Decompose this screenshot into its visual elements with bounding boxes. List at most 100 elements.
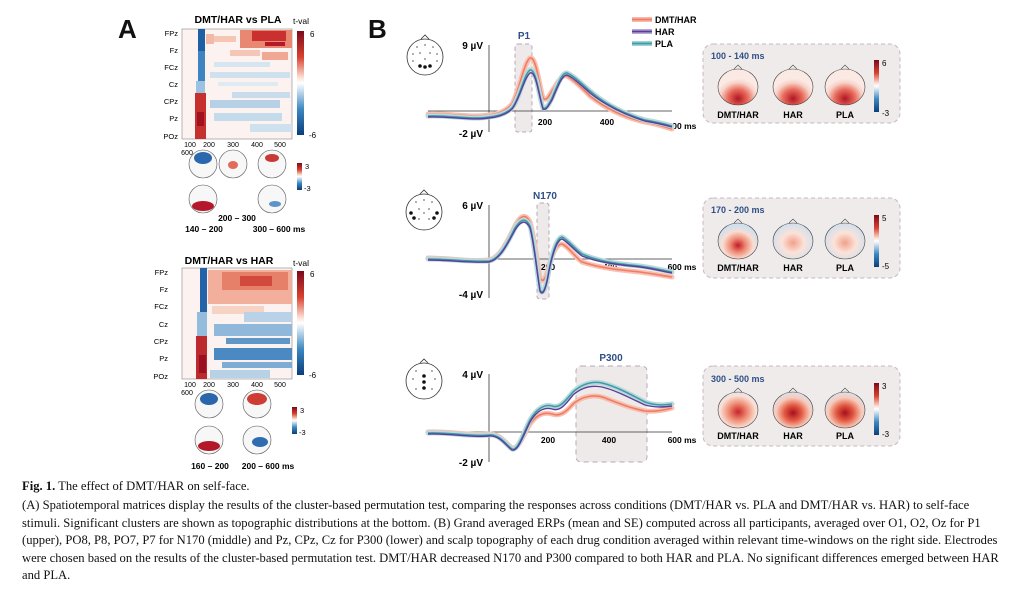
panel-b-letter: B (368, 14, 387, 44)
figure-caption: Fig. 1. The effect of DMT/HAR on self-fa… (22, 478, 1007, 584)
x-tick: 400 (602, 435, 616, 445)
matrix2-x-ticks: 100 200 300 400 500 600 (181, 382, 286, 397)
topo-head (188, 149, 218, 179)
p300-component-label: P300 (599, 353, 623, 364)
topo-label: PLA (836, 110, 855, 120)
x-tick: 200 (541, 435, 555, 445)
row-label: FPz (165, 29, 179, 38)
legend-item: DMT/HAR (655, 15, 697, 25)
topo-head (242, 425, 272, 455)
matrix-dmthar-vs-har: DMT/HAR vs HAR t-val FPz Fz FCz Cz CPz P… (153, 255, 316, 397)
erp3-ymin: -2 µV (459, 458, 483, 469)
panel-a-letter: A (118, 14, 137, 44)
matrix1-topo-colorbar (297, 163, 302, 190)
row-label: FCz (154, 302, 168, 311)
x-tick: 200 (203, 142, 215, 149)
matrix1-cbar-max: 6 (310, 30, 315, 39)
topo-head (717, 218, 759, 260)
topo-cbar-min: -3 (882, 430, 890, 439)
erp-plot-p1: P1 9 µV -2 µV 200 400 600 ms (425, 31, 697, 140)
legend-item: HAR (655, 27, 675, 37)
x-tick: 400 (600, 117, 614, 127)
topo-cbar-min: -3 (882, 109, 890, 118)
row-label: POz (153, 372, 168, 381)
time-window-label: 200 – 600 ms (242, 461, 295, 471)
row-label: POz (163, 132, 178, 141)
x-tick: 600 ms (668, 435, 697, 445)
row-label: Pz (169, 114, 178, 123)
row-label: FPz (155, 268, 169, 277)
electrode-head-icon (405, 358, 443, 400)
x-tick: 600 (181, 390, 193, 397)
topo-label: DMT/HAR (717, 431, 759, 441)
topo-cbar-max: 3 (305, 162, 309, 171)
erp2-ymax: 6 µV (462, 201, 483, 212)
topo-cbar-max: 6 (882, 59, 887, 68)
x-tick: 100 (184, 382, 196, 389)
matrix-dmthar-vs-pla: DMT/HAR vs PLA t-val FPz Fz FCz Cz CPz P… (163, 14, 316, 157)
x-tick: 600 ms (668, 121, 697, 131)
topo-head (194, 425, 224, 455)
x-tick: 300 (227, 382, 239, 389)
topo-head (257, 184, 287, 214)
row-label: Pz (159, 354, 168, 363)
matrix2-colorbar (297, 271, 304, 375)
electrode-head-icon (406, 34, 444, 76)
erp3-ymax: 4 µV (462, 370, 483, 381)
matrix1-cbar-min: -6 (309, 131, 317, 140)
x-tick: 400 (251, 142, 263, 149)
matrix1-topographies: 3 -3 200 – 300 140 – 200 300 – 600 ms (185, 149, 311, 234)
time-window-label: 160 – 200 (191, 461, 229, 471)
topo-label: PLA (836, 431, 855, 441)
p1-component-label: P1 (518, 31, 531, 42)
matrix2-row-labels: FPz Fz FCz Cz CPz Pz POz (153, 268, 168, 381)
topo-cbar-min: -3 (299, 428, 306, 437)
topo-box-p1: 100 - 140 ms DMT/HAR HAR PLA 6 -3 (702, 43, 901, 124)
topo-label: PLA (836, 263, 855, 273)
x-tick: 500 (274, 382, 286, 389)
x-tick: 100 (184, 142, 196, 149)
matrix2-title: DMT/HAR vs HAR (185, 255, 274, 267)
matrix1-row-labels: FPz Fz FCz Cz CPz Pz POz (163, 29, 178, 141)
matrix2-topo-colorbar (292, 407, 297, 434)
row-label: Fz (170, 46, 179, 55)
topo-window-label: 100 - 140 ms (711, 51, 765, 61)
row-label: Cz (169, 80, 178, 89)
topo-head (717, 387, 759, 429)
topo-head (717, 64, 759, 106)
time-window-label: 300 – 600 ms (253, 224, 306, 234)
row-label: FCz (164, 63, 178, 72)
erp-plot-p300: P300 4 µV -2 µV 200 400 600 ms (425, 353, 697, 469)
topo-label: HAR (783, 263, 803, 273)
topo-head (242, 389, 272, 419)
time-window-label: 200 – 300 (218, 213, 256, 223)
row-label: CPz (164, 97, 178, 106)
electrode-head-icon (405, 189, 443, 231)
matrix1-title: DMT/HAR vs PLA (195, 14, 282, 26)
matrix1-colorbar (297, 31, 304, 135)
topo-head (218, 149, 248, 179)
topo-colorbar (874, 60, 879, 112)
topo-head (824, 218, 866, 260)
erp1-ymin: -2 µV (459, 129, 483, 140)
topo-head (194, 389, 224, 419)
x-tick: 600 (181, 150, 193, 157)
row-label: Cz (159, 320, 168, 329)
caption-title-text: The effect of DMT/HAR on self-face. (58, 479, 250, 493)
topo-colorbar (874, 215, 879, 267)
figure-canvas: A DMT/HAR vs PLA t-val FPz Fz FCz Cz CPz (118, 14, 901, 471)
caption-title: Fig. 1. The effect of DMT/HAR on self-fa… (22, 478, 1007, 495)
topo-colorbar (874, 383, 879, 435)
caption-figure-number: Fig. 1. (22, 479, 56, 493)
topo-window-label: 170 - 200 ms (711, 205, 765, 215)
topo-head (772, 387, 814, 429)
topo-head (824, 387, 866, 429)
topo-cbar-max: 3 (882, 382, 887, 391)
matrix2-topographies: 3 -3 160 – 200 200 – 600 ms (191, 389, 306, 471)
topo-cbar-max: 3 (300, 406, 304, 415)
row-label: CPz (154, 337, 168, 346)
x-tick: 200 (203, 382, 215, 389)
topo-head (257, 149, 287, 179)
x-tick: 600 ms (668, 262, 697, 272)
topo-cbar-max: 5 (882, 214, 887, 223)
